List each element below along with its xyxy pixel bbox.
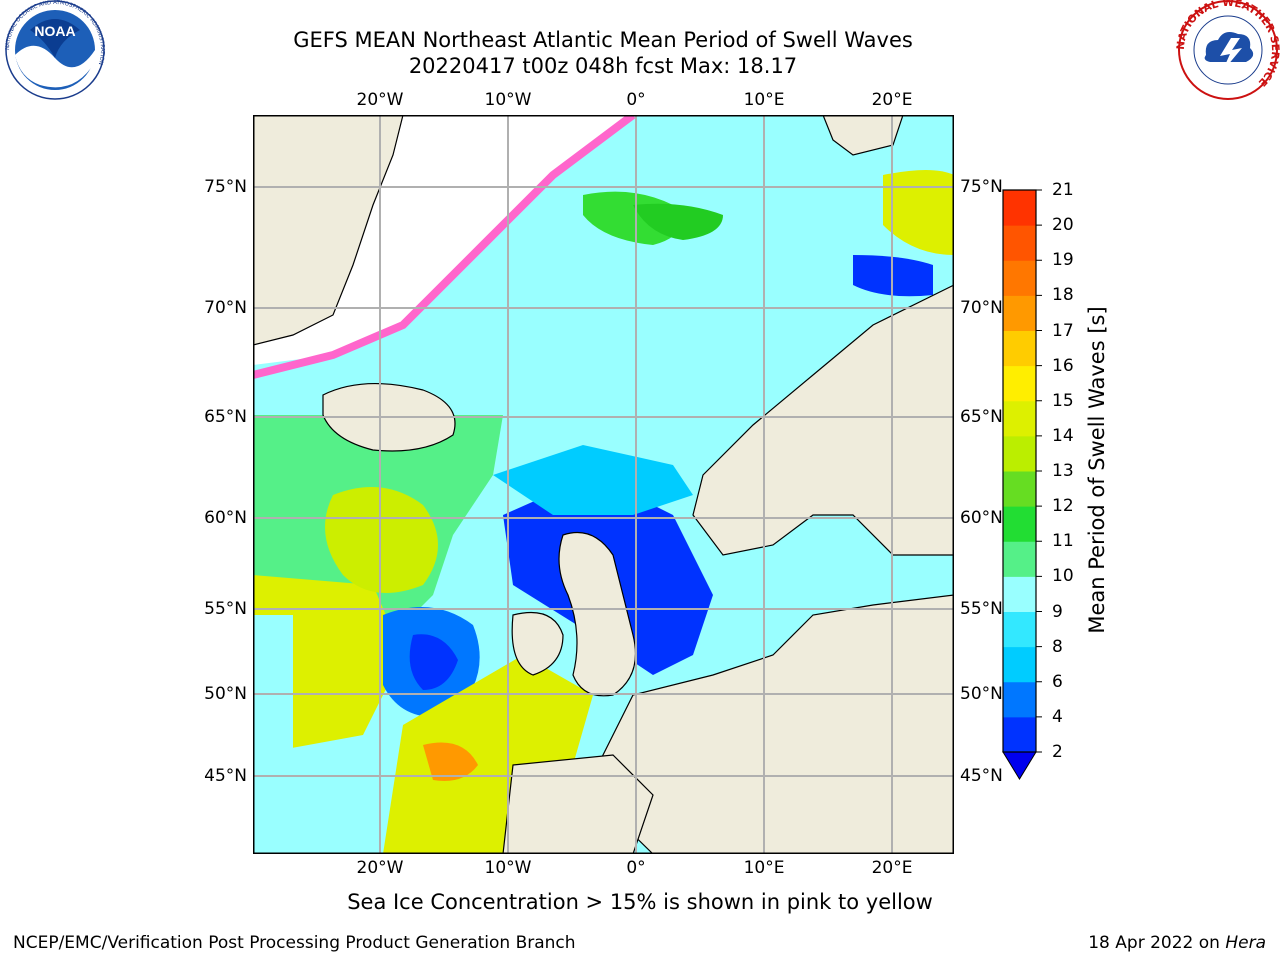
lat-left-65n: 65°N — [204, 407, 247, 427]
colorbar-tick-label: 20 — [1052, 215, 1074, 236]
iberia — [502, 754, 654, 854]
lat-right-70n: 70°N — [960, 298, 1003, 318]
colorbar-bin — [1003, 400, 1036, 437]
nws-logo: NATIONAL WEATHER SERVICE — [1176, 0, 1280, 100]
colorbar-bin — [1003, 506, 1036, 542]
colorbar-tick-label: 6 — [1052, 671, 1063, 692]
lat-left-70n: 70°N — [204, 298, 247, 318]
lon-bottom-20w: 20°W — [356, 858, 404, 878]
swell-period-map — [253, 115, 954, 854]
colorbar-bin — [1003, 295, 1036, 331]
colorbar-bin — [1003, 435, 1036, 472]
colorbar-bin — [1003, 190, 1036, 226]
lon-top-0: 0° — [626, 90, 646, 110]
sea-ice-caption: Sea Ice Concentration > 15% is shown in … — [347, 890, 933, 914]
colorbar-tick-label: 12 — [1052, 496, 1074, 517]
svalbard — [822, 115, 904, 156]
lon-bottom-0: 0° — [626, 858, 646, 878]
lat-left-55n: 55°N — [204, 599, 247, 619]
colorbar — [1002, 189, 1042, 780]
colorbar-tick-label: 14 — [1052, 425, 1074, 446]
lon-bottom-20e: 20°E — [871, 858, 913, 878]
colorbar-bin — [1003, 646, 1036, 683]
lat-right-65n: 65°N — [960, 407, 1003, 427]
colorbar-bin — [1003, 330, 1036, 367]
lat-right-55n: 55°N — [960, 599, 1003, 619]
footer-host: Hera — [1225, 933, 1266, 953]
colorbar-tick-label: 9 — [1052, 601, 1063, 622]
ireland — [511, 611, 564, 676]
colorbar-bin — [1003, 576, 1036, 612]
footer-date: 18 Apr 2022 on Hera — [1088, 933, 1266, 953]
lat-left-75n: 75°N — [204, 177, 247, 197]
lon-bottom-10e: 10°E — [743, 858, 785, 878]
colorbar-tick-label: 8 — [1052, 636, 1063, 657]
noaa-logo-text: NOAA — [34, 23, 75, 39]
lon-top-20w: 20°W — [356, 90, 404, 110]
colorbar-tick-label: 19 — [1052, 250, 1074, 271]
lon-top-10e: 10°E — [743, 90, 785, 110]
lon-top-10w: 10°W — [484, 90, 532, 110]
chart-subtitle: 20220417 t00z 048h fcst Max: 18.17 — [408, 54, 798, 78]
footer-date-text: 18 Apr 2022 on — [1088, 933, 1226, 953]
colorbar-tick-label: 18 — [1052, 285, 1074, 306]
colorbar-tick-label: 10 — [1052, 566, 1074, 587]
colorbar-tick-label: 13 — [1052, 461, 1074, 481]
land — [253, 115, 954, 854]
colorbar-bin — [1003, 611, 1036, 648]
colorbar-tick-label: 21 — [1052, 180, 1074, 200]
colorbar-tick-label: 4 — [1052, 706, 1063, 727]
footer-credit: NCEP/EMC/Verification Post Processing Pr… — [13, 933, 576, 953]
colorbar-bin — [1003, 260, 1036, 296]
colorbar-bin — [1003, 225, 1036, 261]
colorbar-underflow — [1002, 751, 1037, 780]
graticule — [253, 115, 954, 854]
lat-right-75n: 75°N — [960, 177, 1003, 197]
chart-title: GEFS MEAN Northeast Atlantic Mean Period… — [293, 28, 913, 52]
lon-top-20e: 20°E — [871, 90, 913, 110]
lat-left-60n: 60°N — [204, 508, 247, 528]
colorbar-tick-label: 2 — [1052, 742, 1063, 762]
lat-right-45n: 45°N — [960, 766, 1003, 786]
ice-edge — [253, 115, 636, 379]
colorbar-label: Mean Period of Swell Waves [s] — [1085, 306, 1109, 634]
colorbar-bin — [1003, 716, 1036, 753]
lat-right-60n: 60°N — [960, 508, 1003, 528]
colorbar-bin — [1003, 365, 1036, 402]
colorbar-bin — [1003, 681, 1036, 718]
lat-right-50n: 50°N — [960, 684, 1003, 704]
greenland — [253, 115, 404, 346]
colorbar-tick-label: 17 — [1052, 320, 1074, 341]
noaa-logo: NOAA NATIONAL OCEANIC AND ATMOSPHERIC AD… — [5, 0, 105, 100]
lat-left-50n: 50°N — [204, 684, 247, 704]
colorbar-tick-label: 11 — [1052, 531, 1074, 552]
colorbar-tick-label: 16 — [1052, 355, 1074, 376]
colorbar-bin — [1003, 471, 1036, 507]
map-frame — [253, 115, 954, 854]
colorbar-bin — [1003, 541, 1036, 577]
lon-bottom-10w: 10°W — [484, 858, 532, 878]
colorbar-tick-label: 15 — [1052, 390, 1074, 411]
lat-left-45n: 45°N — [204, 766, 247, 786]
